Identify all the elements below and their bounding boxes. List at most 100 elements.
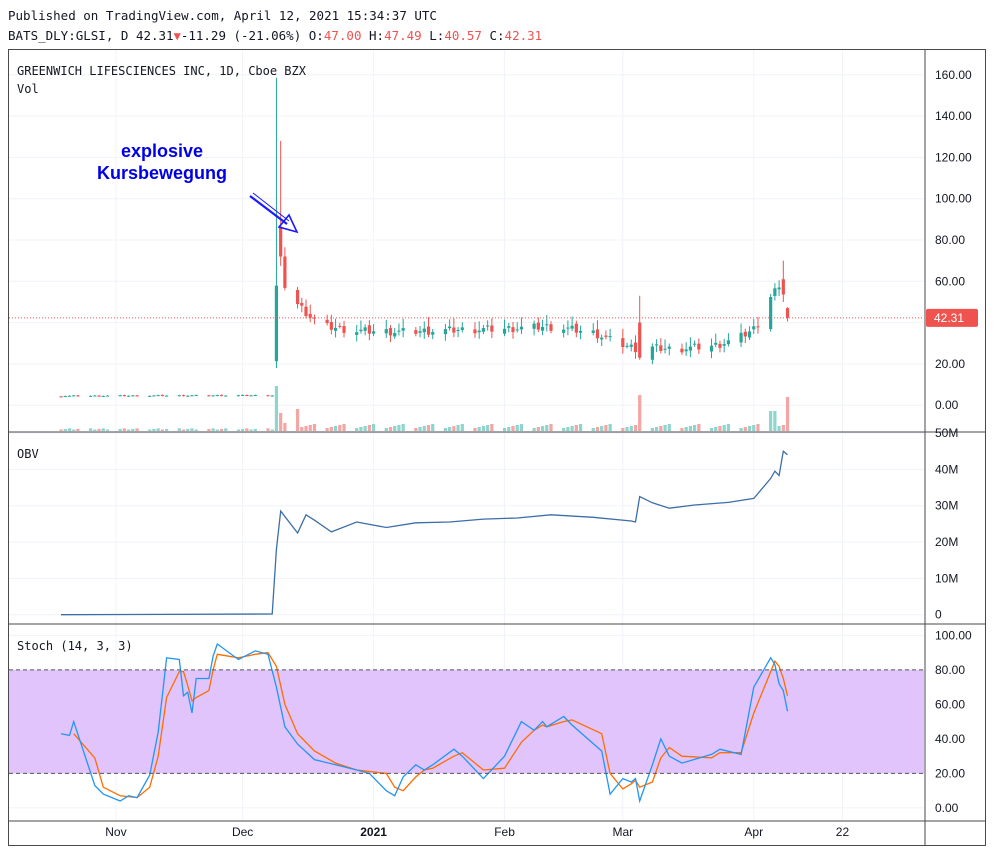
volume-bar [363, 426, 367, 431]
stoch-y-tick: 60.00 [935, 697, 965, 711]
candle-body [418, 331, 422, 333]
volume-bar [638, 395, 642, 431]
volume-bar [127, 429, 131, 431]
volume-bar [536, 427, 540, 431]
candle-body [604, 335, 608, 337]
volume-bar [448, 427, 452, 431]
candle-body [688, 346, 692, 351]
candle-body [333, 327, 338, 331]
high-label: H: [369, 28, 385, 43]
candle-body [131, 395, 135, 397]
volume-bar [773, 411, 777, 431]
candle-body [486, 325, 490, 327]
volume-bar [481, 426, 486, 431]
candle-body [135, 395, 139, 397]
candle-body [781, 279, 785, 295]
candle-body [67, 395, 72, 397]
volume-bar [384, 428, 388, 431]
volume-bar [752, 425, 756, 431]
volume-bar [570, 426, 574, 431]
stoch-pane-title: Stoch (14, 3, 3) [17, 639, 133, 653]
candle-body [507, 326, 511, 328]
obv-pane-title: OBV [17, 447, 39, 461]
candle-body [224, 395, 228, 397]
candle-body [148, 395, 152, 397]
candle-body [118, 395, 122, 397]
candle-body [300, 302, 304, 306]
price-y-tick: 100.00 [935, 192, 972, 206]
volume-bar [549, 424, 553, 431]
volume-bar [456, 425, 460, 431]
candle-body [545, 324, 549, 326]
volume-bar [63, 428, 67, 431]
volume-bar [88, 428, 93, 431]
close-value: 42.31 [504, 28, 543, 43]
volume-bar [574, 425, 578, 431]
volume-bar [655, 427, 659, 431]
candle-body [680, 348, 684, 353]
candle-body [177, 395, 181, 397]
volume-bar [224, 428, 228, 431]
volume-bar [452, 426, 456, 431]
candle-body [638, 322, 642, 358]
volume-bar [490, 424, 494, 431]
candle-body [215, 395, 219, 397]
volume-bar [562, 428, 566, 431]
candle-body [253, 395, 257, 397]
candle-body [511, 327, 515, 333]
candle-body [709, 345, 714, 352]
obv-y-tick: 40M [935, 462, 958, 476]
volume-bar [608, 424, 612, 431]
candle-body [456, 329, 460, 331]
candle-body [684, 349, 688, 352]
volume-bar [101, 428, 105, 431]
volume-bar [688, 426, 692, 431]
volume-bar [359, 427, 363, 431]
candle-body [515, 329, 519, 331]
candle-body [502, 328, 507, 334]
x-tick-label: Apr [744, 825, 763, 839]
candle-body [211, 395, 215, 397]
candle-body [600, 337, 604, 340]
candle-body [591, 330, 595, 333]
volume-bar [532, 428, 536, 431]
candle-body [165, 395, 169, 397]
volume-bar [219, 428, 224, 431]
volume-bar [595, 427, 600, 431]
volume-bar [97, 428, 101, 431]
price-y-tick: 160.00 [935, 68, 972, 82]
volume-bar [186, 428, 190, 431]
volume-bar [515, 425, 519, 431]
candle-body [93, 395, 97, 397]
volume-bar [325, 428, 329, 431]
volume-bar [312, 424, 317, 431]
volume-bar [739, 428, 743, 431]
volume-bar [781, 425, 785, 431]
candle-body [241, 394, 245, 396]
volume-bar [355, 428, 359, 431]
candle-body [308, 313, 312, 318]
candle-body [473, 329, 477, 334]
volume-bar [131, 428, 135, 431]
candle-body [342, 326, 346, 333]
candle-body [773, 288, 777, 296]
annotation-line-2: Kursbewegung [97, 163, 227, 183]
candle-body [397, 330, 401, 332]
last-price: 42.31 [135, 28, 174, 43]
candle-body [566, 327, 570, 329]
candle-body [460, 327, 464, 330]
volume-bar [342, 424, 346, 431]
volume-bar [650, 428, 654, 431]
candle-body [219, 394, 224, 396]
volume-bar [633, 425, 638, 431]
candle-body [578, 330, 583, 333]
volume-bar [274, 386, 279, 431]
volume-bar [165, 428, 169, 431]
volume-bar [747, 426, 752, 431]
obv-y-tick: 30M [935, 499, 958, 513]
volume-bar [211, 428, 215, 431]
candle-body [452, 327, 456, 333]
volume-bar [680, 428, 684, 431]
price-y-tick: 140.00 [935, 109, 972, 123]
